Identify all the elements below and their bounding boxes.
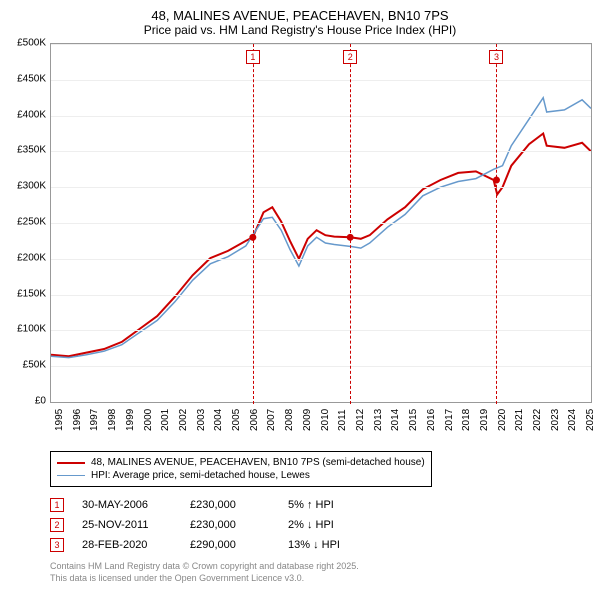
event-diff: 2% ↓ HPI	[288, 519, 334, 531]
series-line	[51, 134, 591, 357]
grid-line	[51, 223, 591, 224]
plot-area: 1 2 3	[50, 43, 592, 403]
y-tick-label: £50K	[23, 360, 46, 371]
event-badge: 3	[50, 538, 64, 552]
event-badge: 2	[50, 518, 64, 532]
event-row: 1 30-MAY-2006 £230,000 5% ↑ HPI	[50, 495, 592, 515]
grid-line	[51, 80, 591, 81]
marker-line	[350, 44, 351, 404]
marker-line	[496, 44, 497, 404]
event-row: 2 25-NOV-2011 £230,000 2% ↓ HPI	[50, 515, 592, 535]
y-tick-label: £300K	[17, 181, 46, 192]
event-date: 28-FEB-2020	[82, 539, 172, 551]
legend-swatch	[57, 475, 85, 477]
marker-line	[253, 44, 254, 404]
events-table: 1 30-MAY-2006 £230,000 5% ↑ HPI 2 25-NOV-2011…	[50, 495, 592, 555]
legend-swatch	[57, 462, 85, 464]
marker-badge: 3	[489, 50, 503, 64]
grid-line	[51, 116, 591, 117]
event-price: £230,000	[190, 519, 270, 531]
event-diff: 5% ↑ HPI	[288, 499, 334, 511]
y-tick-label: £500K	[17, 38, 46, 49]
footer-line-1: Contains HM Land Registry data © Crown c…	[50, 561, 592, 573]
grid-line	[51, 151, 591, 152]
y-tick-label: £450K	[17, 73, 46, 84]
y-tick-label: £400K	[17, 109, 46, 120]
legend-item: HPI: Average price, semi-detached house,…	[57, 469, 425, 482]
x-axis: 1995199619971998199920002001200220032004…	[50, 403, 592, 431]
event-row: 3 28-FEB-2020 £290,000 13% ↓ HPI	[50, 535, 592, 555]
chart-area: £0 £50K £100K £150K £200K £250K £300K £350K £400…	[8, 43, 592, 423]
y-tick-label: £0	[35, 396, 46, 407]
grid-line	[51, 295, 591, 296]
event-price: £290,000	[190, 539, 270, 551]
grid-line	[51, 259, 591, 260]
footer: Contains HM Land Registry data © Crown c…	[50, 561, 592, 584]
legend-label: HPI: Average price, semi-detached house,…	[91, 470, 310, 481]
legend-label: 48, MALINES AVENUE, PEACEHAVEN, BN10 7PS…	[91, 457, 425, 468]
legend-item: 48, MALINES AVENUE, PEACEHAVEN, BN10 7PS…	[57, 456, 425, 469]
series-line	[51, 98, 591, 358]
marker-badge: 2	[343, 50, 357, 64]
y-tick-label: £350K	[17, 145, 46, 156]
y-axis: £0£50K£100K£150K£200K£250K£300K£350K£400…	[8, 43, 50, 403]
event-diff: 13% ↓ HPI	[288, 539, 340, 551]
event-badge: 1	[50, 498, 64, 512]
y-tick-label: £100K	[17, 324, 46, 335]
grid-line	[51, 366, 591, 367]
footer-line-2: This data is licensed under the Open Gov…	[50, 573, 592, 585]
y-tick-label: £250K	[17, 217, 46, 228]
legend: 48, MALINES AVENUE, PEACEHAVEN, BN10 7PS…	[50, 451, 432, 487]
chart-title: 48, MALINES AVENUE, PEACEHAVEN, BN10 7PS	[8, 8, 592, 23]
chart-subtitle: Price paid vs. HM Land Registry's House …	[8, 23, 592, 37]
event-price: £230,000	[190, 499, 270, 511]
grid-line	[51, 330, 591, 331]
chart-container: 48, MALINES AVENUE, PEACEHAVEN, BN10 7PS…	[0, 0, 600, 590]
grid-line	[51, 187, 591, 188]
event-date: 30-MAY-2006	[82, 499, 172, 511]
marker-badge: 1	[246, 50, 260, 64]
grid-line	[51, 44, 591, 45]
event-date: 25-NOV-2011	[82, 519, 172, 531]
y-tick-label: £150K	[17, 288, 46, 299]
y-tick-label: £200K	[17, 252, 46, 263]
